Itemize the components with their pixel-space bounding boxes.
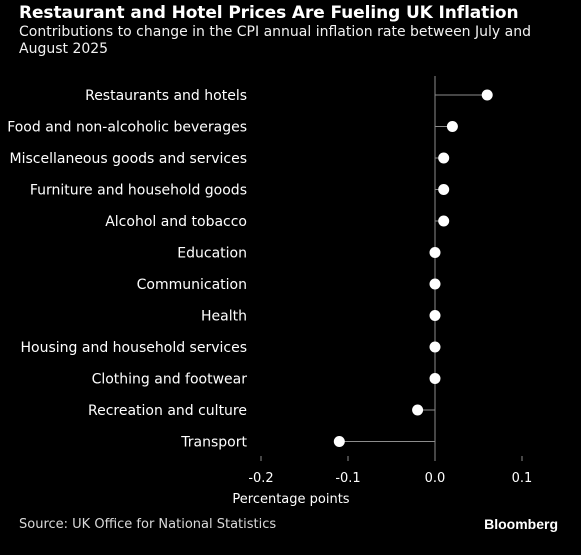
category-label: Furniture and household goods	[30, 183, 247, 199]
category-label: Transport	[180, 435, 247, 451]
category-label: Housing and household services	[21, 340, 247, 356]
data-point	[429, 341, 441, 353]
data-point	[429, 278, 441, 290]
chart-subtitle: Contributions to change in the CPI annua…	[19, 24, 531, 57]
data-point	[412, 404, 424, 416]
category-label: Clothing and footwear	[92, 372, 248, 388]
data-point	[429, 373, 441, 384]
x-tick-label: -0.2	[248, 471, 273, 486]
data-point	[438, 215, 450, 227]
data-point	[446, 121, 458, 132]
chart-title: Restaurant and Hotel Prices Are Fueling …	[19, 3, 519, 23]
category-label: Miscellaneous goods and services	[10, 151, 247, 167]
category-label: Communication	[137, 277, 247, 293]
source-note: Source: UK Office for National Statistic…	[19, 517, 277, 532]
category-label: Health	[201, 309, 247, 325]
data-point	[333, 436, 345, 447]
x-tick-label: 0.0	[425, 471, 446, 486]
x-tick-label: 0.1	[512, 471, 533, 486]
bloomberg-logo: Bloomberg	[484, 516, 558, 532]
category-label: Alcohol and tobacco	[105, 214, 247, 230]
category-label: Restaurants and hotels	[85, 88, 247, 104]
category-label: Recreation and culture	[88, 403, 247, 419]
x-axis-title: Percentage points	[232, 492, 349, 507]
data-point	[429, 247, 441, 258]
data-point	[481, 89, 493, 101]
category-label: Food and non-alcoholic beverages	[7, 120, 247, 136]
data-point	[429, 310, 441, 321]
data-point	[438, 152, 450, 164]
data-point	[438, 184, 450, 195]
category-label: Education	[177, 246, 247, 262]
x-tick-label: -0.1	[335, 471, 360, 486]
